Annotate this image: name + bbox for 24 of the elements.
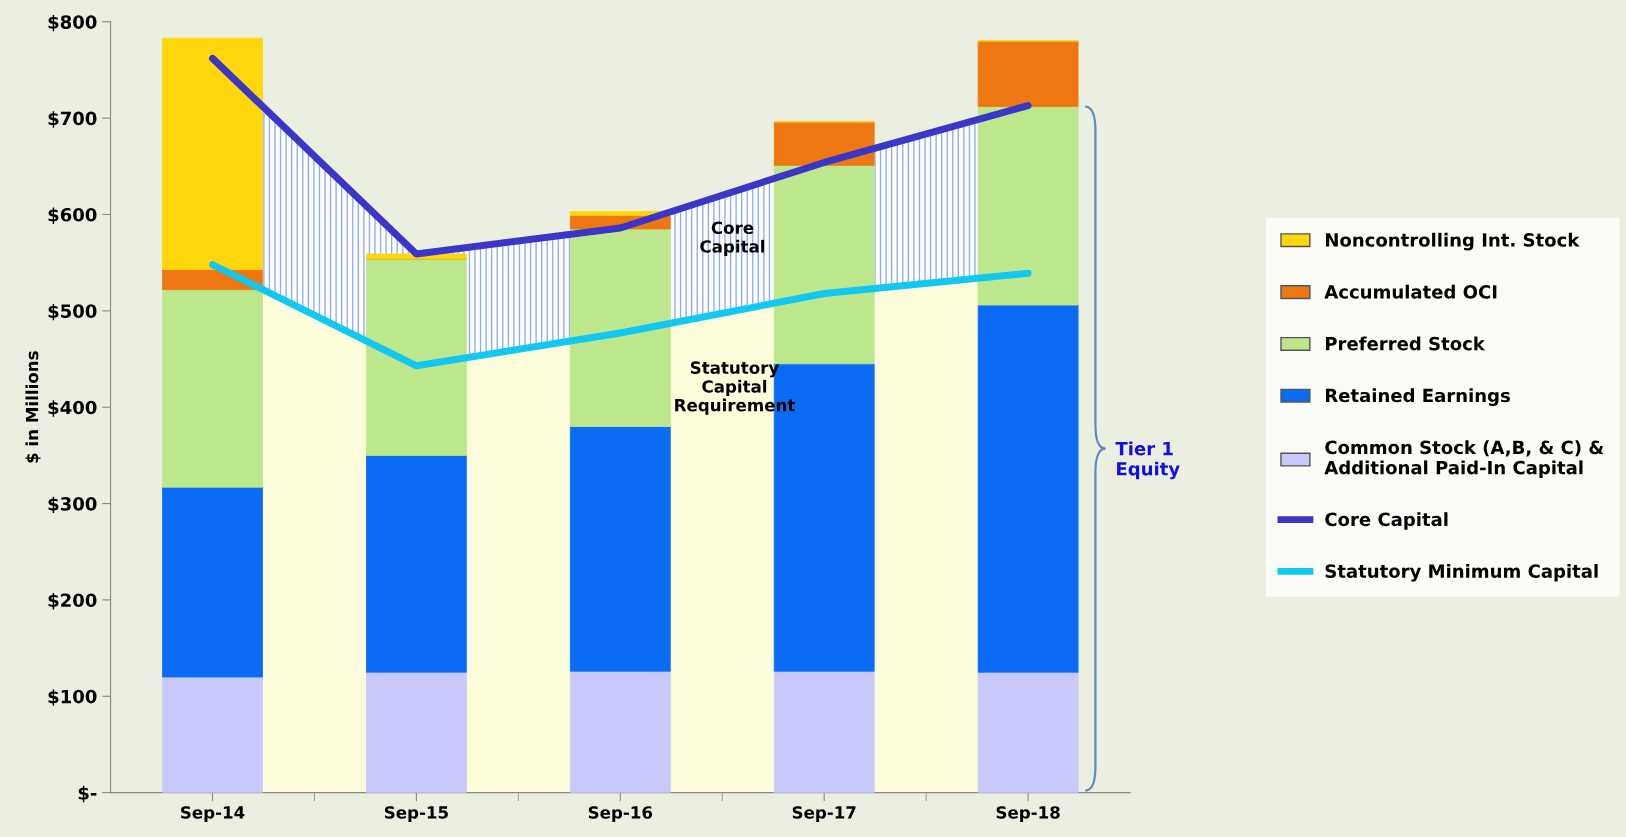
y-axis-title: $ in Millions	[25, 351, 41, 463]
y-tick-label: $100	[48, 689, 97, 706]
y-tick-label: $700	[48, 111, 97, 128]
x-tick-label: Sep-15	[384, 806, 448, 822]
legend-label: Statutory Minimum Capital	[1325, 563, 1598, 582]
x-tick-label: Sep-18	[996, 806, 1060, 822]
text: Tier 1 Equity	[1115, 441, 1180, 480]
x-tick-label: Sep-16	[588, 806, 653, 822]
y-tick-label: $500	[48, 303, 97, 321]
x-tick-label: Sep-14	[181, 806, 245, 822]
legend-label: Retained Earnings	[1325, 388, 1510, 406]
y-tick-label: $800	[48, 14, 97, 32]
y-tick-label: $600	[48, 207, 97, 224]
legend-label: Core Capital	[1325, 512, 1448, 530]
legend-label: Common Stock (A,B, & C) & Additional Paid-In Capital	[1324, 440, 1604, 478]
y-tick-label: $-	[78, 785, 97, 803]
legend-label: Accumulated OCI	[1324, 284, 1497, 299]
legend-label: Preferred Stock	[1325, 336, 1486, 351]
y-tick-label: $200	[48, 593, 97, 610]
y-tick-label: $400	[48, 400, 97, 417]
y-tick-label: $300	[48, 496, 97, 514]
annotation: Core Capital	[700, 221, 765, 256]
x-tick-label: Sep-17	[792, 806, 856, 822]
legend-label: Noncontrolling Int. Stock	[1325, 232, 1580, 251]
